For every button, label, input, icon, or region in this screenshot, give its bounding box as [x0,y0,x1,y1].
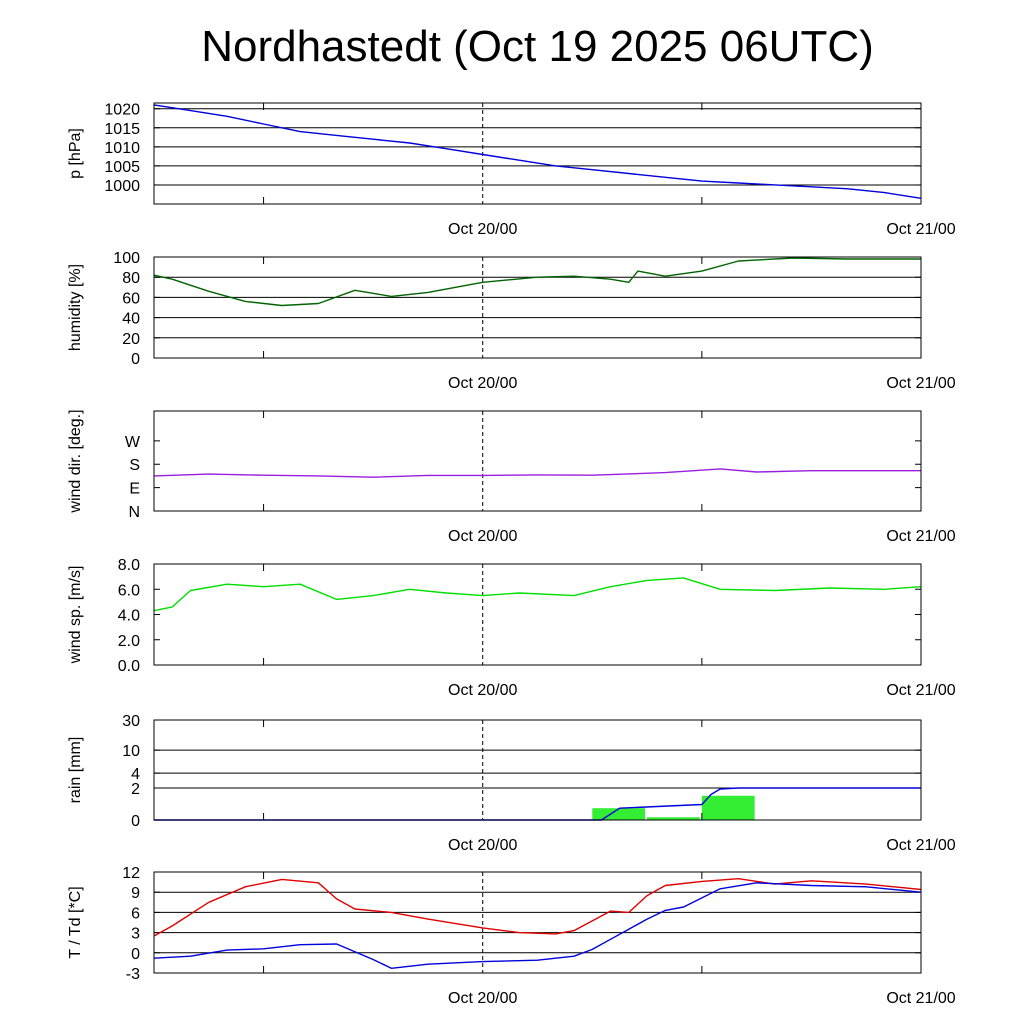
x-tick-label: Oct 20/00 [448,990,517,1007]
plot-frame [153,871,922,974]
plot-frame [153,719,922,821]
y-tick-label: 12 [122,865,140,882]
y-tick-label: -3 [126,966,140,983]
y-tick-label: 6 [131,905,140,922]
y-axis-label: wind dir. [deg.] [67,409,84,513]
x-tick-label: Oct 21/00 [886,837,955,854]
series-line [153,468,921,478]
x-tick-label: Oct 21/00 [886,528,955,545]
y-axis-label: p [hPa] [67,128,84,179]
page-title: Nordhastedt (Oct 19 2025 06UTC) [201,22,874,71]
y-tick-label: N [128,504,140,521]
panel-2: 0 20 40 60 80 100 Oct 20/00 Oct 21/00 humidity [… [67,250,956,392]
y-tick-label: 60 [122,290,140,307]
y-axis-label: humidity [%] [67,264,84,351]
x-tick-label: Oct 21/00 [886,375,955,392]
y-axis-label: T / Td [*C] [67,886,84,958]
y-axis-label: wind sp. [m/s] [67,566,84,665]
y-tick-label: 0 [131,813,140,830]
panel-5: 0 24 10 30 Oct 20/00 Oct 21/00 rain [mm] [67,713,956,854]
y-tick-label: 1020 [104,102,140,119]
x-tick-label: Oct 21/00 [886,221,955,238]
y-tick-label: 4.0 [118,608,140,625]
x-tick-label: Oct 20/00 [448,375,517,392]
x-tick-label: Oct 20/00 [448,837,517,854]
x-tick-label: Oct 21/00 [886,990,955,1007]
series-line [153,104,922,199]
y-axis-label: rain [mm] [67,737,84,804]
rain-bar [647,817,700,820]
y-tick-label: W [125,434,141,451]
y-tick-label: 8.0 [118,557,140,574]
plot-frame [153,102,922,205]
series-line [153,878,922,937]
y-tick-label: 4 [131,766,140,783]
plot-frame [153,256,922,359]
panel-1: 1000 1005 1010 1015 1020 Oct 20/00 Oct 21/00 p … [67,102,956,238]
y-tick-label: 20 [122,331,140,348]
panel-4: 0.0 2.0 4.0 6.0 8.0 Oct 20/00 Oct 21/00 wind sp… [67,557,956,699]
plot-frame [153,563,922,666]
x-tick-label: Oct 20/00 [448,221,517,238]
y-tick-label: 2 [131,781,140,798]
y-tick-label: 1000 [104,178,140,195]
series-line [153,257,921,307]
y-tick-label: 30 [122,713,140,730]
y-tick-label: 0.0 [118,658,140,675]
y-tick-label: 40 [122,311,140,328]
y-tick-label: 6.0 [118,582,140,599]
panel-6: -3 0 3 6 9 12 Oct 20/00 Oct 21/00 T / Td [*C] [67,865,956,1007]
series-line [153,882,922,969]
y-tick-label: 100 [113,250,140,267]
rain-bar [592,808,646,820]
rain-bar [701,795,755,820]
series-line [154,787,921,821]
y-tick-label: S [129,457,140,474]
y-tick-label: 80 [122,270,140,287]
y-tick-label: 9 [131,885,140,902]
x-tick-label: Oct 20/00 [448,528,517,545]
y-tick-label: 0 [131,351,140,368]
y-tick-label: 3 [131,926,140,943]
y-tick-label: 10 [122,743,140,760]
y-tick-label: 0 [131,946,140,963]
x-tick-label: Oct 20/00 [448,682,517,699]
y-tick-label: 1015 [104,121,140,138]
y-tick-label: E [129,481,140,498]
x-tick-label: Oct 21/00 [886,682,955,699]
y-tick-label: 2.0 [118,633,140,650]
series-line [153,577,922,612]
y-tick-label: 1005 [104,159,140,176]
plot-frame [153,410,922,512]
y-tick-label: 1010 [104,140,140,157]
